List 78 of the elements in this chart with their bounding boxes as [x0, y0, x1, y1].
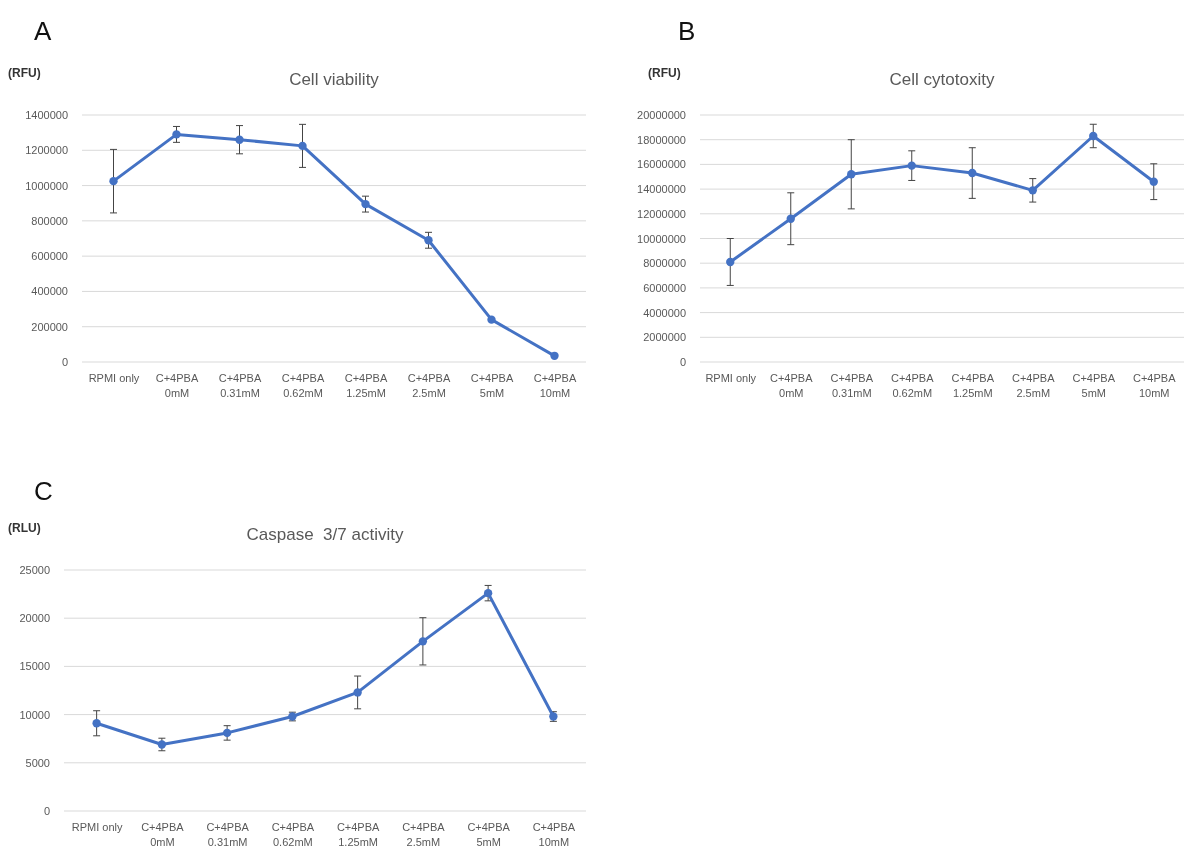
y-tick-label: 20000 [19, 612, 50, 625]
y-tick-label: 25000 [19, 564, 50, 577]
x-tick-label: RPMI only [705, 371, 757, 384]
y-tick-label: 5000 [25, 756, 50, 769]
point [361, 199, 370, 209]
point [968, 168, 977, 178]
y-axis-title: (RFU) [8, 66, 41, 80]
point [907, 161, 916, 170]
y-tick-label: 10000000 [637, 232, 686, 245]
y-tick-label: 16000000 [637, 158, 686, 171]
x-tick-label: C+4PBA 0.31mM [218, 371, 262, 399]
x-tick-label: C+4PBA 0.62mM [271, 820, 315, 848]
point [487, 315, 496, 324]
x-tick-label: C+4PBA 0mM [155, 371, 199, 399]
y-tick-label: 0 [679, 356, 686, 369]
point [235, 135, 244, 144]
point [726, 257, 735, 267]
y-tick-label: 1200000 [25, 144, 68, 157]
chart-title: Cell viability [289, 70, 380, 89]
chart-title: Caspase 3/7 activity [246, 525, 404, 544]
chart-title: Cell cytotoxity [889, 70, 995, 89]
y-tick-label: 6000000 [643, 281, 686, 294]
x-tick-label: C+4PBA 5mM [467, 820, 511, 848]
point [1028, 186, 1037, 195]
y-tick-label: 4000000 [643, 306, 686, 319]
x-tick-label: C+4PBA 2.5mM [407, 371, 451, 399]
point [424, 236, 433, 245]
point [109, 176, 118, 186]
text: B [678, 16, 696, 46]
x-tick-label: C+4PBA 0mM [141, 820, 185, 848]
y-tick-label: 400000 [31, 285, 68, 298]
y-tick-label: 15000 [19, 660, 50, 673]
x-tick-label: C+4PBA 2.5mM [1012, 371, 1056, 399]
x-tick-label: C+4PBA 2.5mM [402, 820, 446, 848]
y-tick-label: 18000000 [637, 133, 686, 146]
x-tick-label: C+4PBA 0.62mM [891, 371, 935, 399]
point [92, 719, 101, 728]
text: A [34, 16, 52, 46]
x-tick-label: C+4PBA 1.25mM [344, 371, 388, 399]
point [418, 637, 428, 646]
x-tick-label: C+4PBA 0.62mM [281, 371, 325, 399]
x-tick-label: RPMI only [88, 371, 140, 384]
x-tick-label: C+4PBA 0.31mM [830, 371, 874, 399]
text: C [34, 476, 53, 506]
x-tick-label: C+4PBA 5mM [1072, 371, 1116, 399]
y-tick-label: 800000 [31, 214, 68, 227]
y-tick-label: 600000 [31, 250, 68, 263]
y-tick-label: 8000000 [643, 257, 686, 270]
point [847, 170, 856, 179]
x-tick-label: C+4PBA 10mM [1133, 371, 1177, 399]
point [353, 688, 362, 697]
y-tick-label: 0 [43, 805, 50, 818]
x-tick-label: RPMI only [71, 820, 123, 833]
y-tick-label: 2000000 [643, 331, 686, 344]
x-tick-label: C+4PBA 5mM [470, 371, 514, 399]
y-tick-label: 1400000 [25, 109, 68, 122]
x-tick-label: C+4PBA 0.31mM [206, 820, 250, 848]
point [483, 588, 493, 598]
y-axis-title: (RLU) [8, 521, 41, 535]
y-tick-label: 12000000 [637, 207, 686, 220]
y-tick-label: 1000000 [25, 179, 68, 192]
point [550, 351, 559, 360]
point [172, 130, 181, 139]
x-tick-label: C+4PBA 10mM [532, 820, 576, 848]
point [1089, 131, 1098, 141]
y-tick-label: 200000 [31, 320, 68, 333]
x-tick-label: C+4PBA 1.25mM [951, 371, 995, 399]
point [786, 214, 795, 223]
y-axis-title: (RFU) [648, 66, 681, 80]
x-tick-label: C+4PBA 1.25mM [336, 820, 381, 848]
point [1149, 177, 1158, 186]
y-tick-label: 10000 [19, 708, 50, 721]
x-tick-label: C+4PBA 0mM [770, 371, 814, 399]
y-tick-label: 0 [61, 356, 68, 369]
y-tick-label: 20000000 [637, 109, 686, 122]
y-tick-label: 14000000 [637, 183, 686, 196]
point [298, 141, 307, 151]
x-tick-label: C+4PBA 10mM [533, 371, 577, 399]
